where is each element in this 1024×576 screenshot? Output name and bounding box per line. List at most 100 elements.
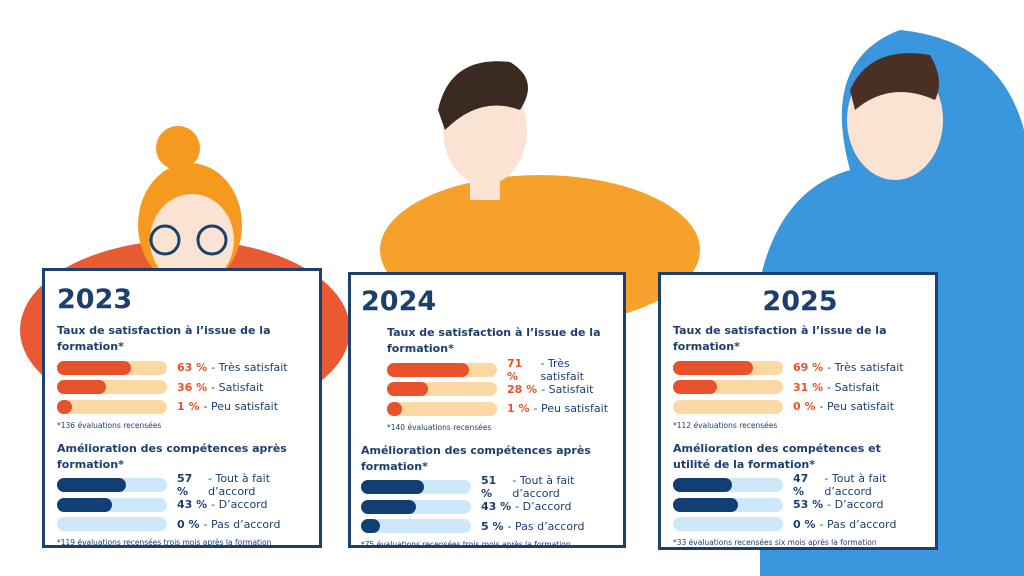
- bar-track: [57, 399, 167, 414]
- bar-track: [673, 497, 783, 512]
- bar-track: [361, 480, 471, 495]
- item-label: - Pas d’accord: [819, 517, 897, 531]
- bar-row: 51 % - Tout à fait d’accord: [361, 474, 615, 500]
- note: *119 évaluations recensées trois mois ap…: [57, 538, 272, 547]
- value-label: 5 %: [481, 519, 504, 533]
- bar-track: [387, 362, 497, 377]
- section: Taux de satisfaction à l’issue de la for…: [673, 323, 927, 432]
- item-label: - Très satisfait: [827, 361, 904, 375]
- value-label: 28 %: [507, 382, 538, 396]
- bar-row: 43 % - D’accord: [361, 497, 615, 517]
- item-label: - Peu satisfait: [203, 400, 279, 414]
- section-title: Amélioration des compétences après forma…: [57, 441, 287, 471]
- section-title: Amélioration des compétences et utilité …: [673, 441, 881, 471]
- value-label: 71 %: [507, 356, 523, 383]
- bar-row: 57 % - Tout à fait d’accord: [57, 472, 309, 498]
- bar-track: [387, 401, 497, 416]
- bar-track: [57, 497, 167, 512]
- bar: [361, 519, 380, 534]
- bar-row: 53 % - D’accord: [673, 495, 927, 515]
- value-label: 1 %: [177, 400, 200, 414]
- bar-row: 1 % - Peu satisfait: [57, 397, 309, 417]
- bar: [57, 360, 132, 375]
- section-title: Taux de satisfaction à l’issue de la for…: [387, 326, 601, 355]
- bar: [387, 382, 428, 397]
- value-label: 69 %: [793, 361, 824, 375]
- value-label: 1 %: [507, 402, 530, 416]
- section: Taux de satisfaction à l’issue de la for…: [361, 325, 615, 434]
- bar: [387, 401, 402, 416]
- value-label: 57 %: [177, 472, 193, 499]
- note: *112 évaluations recensées: [673, 420, 778, 430]
- value-label: 43 %: [481, 500, 512, 514]
- value-label: 53 %: [793, 498, 824, 512]
- item-label: - D’accord: [211, 498, 268, 512]
- bar-track: [673, 380, 783, 395]
- bar-track: [673, 399, 783, 414]
- item-label: - Pas d’accord: [507, 519, 585, 533]
- item-label: - Tout à fait d’accord: [824, 472, 887, 499]
- bar: [361, 499, 417, 514]
- bar-row: 1 % - Peu satisfait: [387, 399, 615, 419]
- item-label: - Satisfait: [211, 380, 264, 394]
- item-label: - Peu satisfait: [533, 402, 609, 416]
- bar: [673, 380, 717, 395]
- bar-track: [57, 478, 167, 493]
- item-label: - D’accord: [515, 500, 572, 514]
- item-label: - Tout à fait d’accord: [208, 472, 271, 499]
- bar-row: 0 % - Pas d’accord: [57, 515, 309, 535]
- bar-track: [673, 517, 783, 532]
- note: *140 évaluations recensées: [387, 422, 492, 432]
- bar-track: [361, 519, 471, 534]
- bar: [57, 399, 72, 414]
- bar-row: 71 % - Très satisfait: [387, 356, 615, 383]
- item-label: - D’accord: [827, 498, 884, 512]
- section-title: Taux de satisfaction à l’issue de la for…: [673, 324, 887, 353]
- bar: [57, 380, 106, 395]
- bar-row: 36 % - Satisfait: [57, 378, 309, 398]
- value-label: 63 %: [177, 361, 208, 375]
- bar-track: [57, 360, 167, 375]
- panel: 2023 Taux de satisfaction à l’issue de la…: [42, 268, 322, 548]
- bar-track: [361, 499, 471, 514]
- bar-row: 28 % - Satisfait: [387, 380, 615, 400]
- section-title: Amélioration des compétences après forma…: [361, 443, 591, 473]
- value-label: 43 %: [177, 498, 208, 512]
- note: *136 évaluations recensées: [57, 420, 162, 430]
- section-title: Taux de satisfaction à l’issue de la for…: [57, 324, 271, 353]
- value-label: 31 %: [793, 380, 824, 394]
- year: 2023: [57, 284, 133, 315]
- bar-track: [57, 380, 167, 395]
- bar-row: 31 % - Satisfait: [673, 378, 927, 398]
- bar-track: [387, 382, 497, 397]
- item-label: - Pas d’accord: [203, 517, 281, 531]
- section: Amélioration des compétences après forma…: [361, 443, 615, 552]
- bar-row: 0 % - Peu satisfait: [673, 397, 927, 417]
- item-label: - Très satisfait: [540, 356, 584, 383]
- bar-track: [673, 360, 783, 375]
- bar: [57, 497, 113, 512]
- year: 2024: [361, 286, 437, 317]
- bar: [361, 480, 424, 495]
- bar: [387, 362, 470, 377]
- value-label: 0 %: [793, 517, 816, 531]
- item-label: - Satisfait: [541, 382, 594, 396]
- value-label: 0 %: [793, 400, 816, 414]
- bar: [673, 497, 738, 512]
- value-label: 36 %: [177, 380, 208, 394]
- item-label: - Tout à fait d’accord: [512, 474, 575, 501]
- value-label: 47 %: [793, 472, 809, 499]
- item-label: - Peu satisfait: [819, 400, 895, 414]
- item-label: - Très satisfait: [211, 361, 288, 375]
- bar-row: 69 % - Très satisfait: [673, 358, 927, 378]
- section: Taux de satisfaction à l’issue de la for…: [57, 323, 309, 432]
- note: *33 évaluations recensées six mois après…: [673, 538, 877, 547]
- value-label: 51 %: [481, 474, 497, 501]
- note: *75 évaluations recensées trois mois apr…: [361, 540, 571, 549]
- panel: 2024 Taux de satisfaction à l’issue de la…: [348, 272, 626, 549]
- bar: [673, 360, 754, 375]
- item-label: - Satisfait: [827, 380, 880, 394]
- bar-row: 63 % - Très satisfait: [57, 358, 309, 378]
- value-label: 0 %: [177, 517, 200, 531]
